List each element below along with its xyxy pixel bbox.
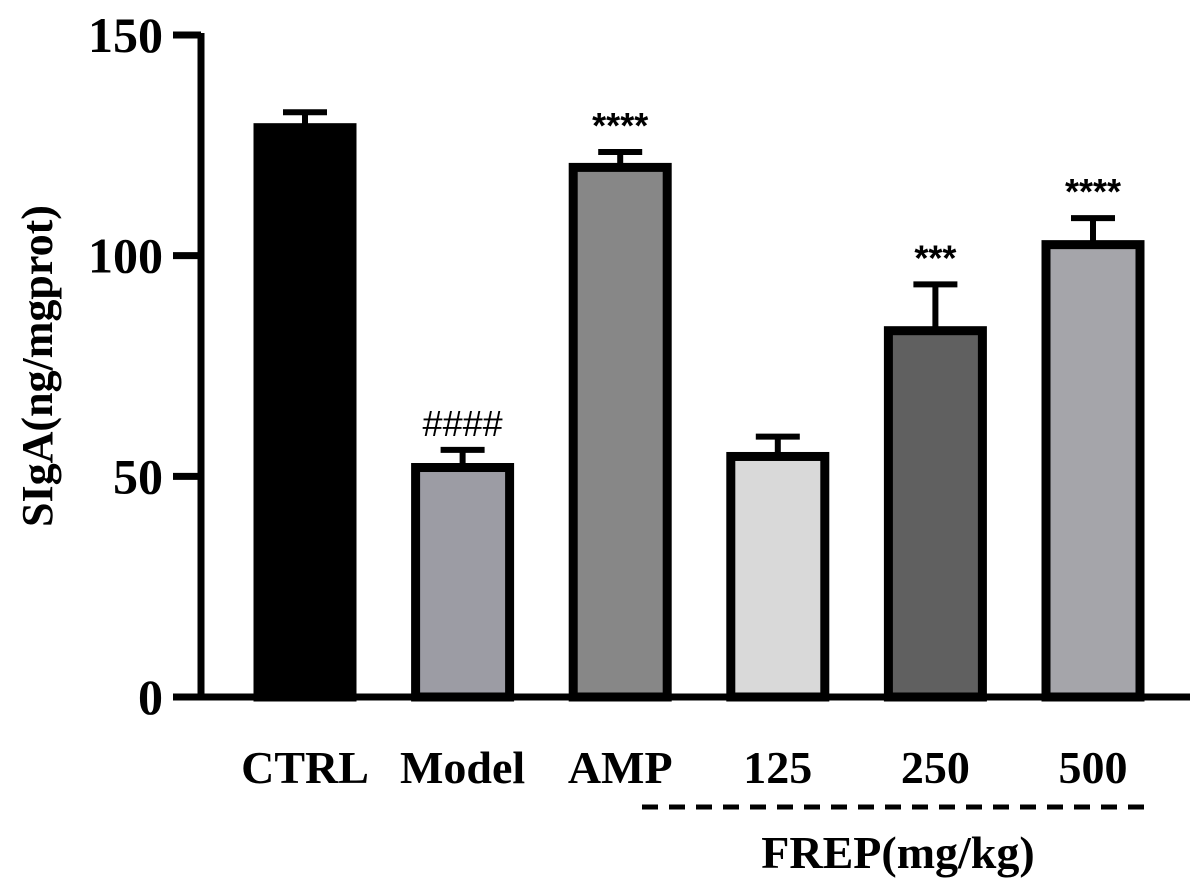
group-label: FREP(mg/kg) (761, 827, 1034, 878)
significance-label: **** (1065, 171, 1121, 212)
x-tick-label: 250 (901, 742, 970, 793)
x-tick-label: 500 (1059, 742, 1128, 793)
bar (1041, 240, 1145, 702)
bars: ####*********** (253, 105, 1145, 702)
x-tick-label: CTRL (241, 742, 369, 793)
bar (253, 123, 357, 702)
y-axis-title: SIgA(ng/mgprot) (13, 205, 62, 527)
y-tick-label: 50 (113, 448, 163, 504)
y-axis: 0 50 100 150 (88, 7, 205, 725)
x-tick-label: Model (400, 742, 525, 793)
y-tick-label: 150 (88, 7, 163, 63)
x-tick-label: 125 (743, 742, 812, 793)
y-tick-label: 0 (138, 669, 163, 725)
x-tick-label: AMP (568, 742, 673, 793)
y-tick-label: 100 (88, 228, 163, 284)
significance-label: #### (423, 403, 503, 444)
significance-label: *** (914, 237, 956, 278)
x-axis: CTRL Model AMP 125 250 500 (198, 693, 1190, 793)
bar (411, 463, 515, 702)
bar (568, 162, 672, 702)
bar (883, 326, 987, 702)
bar (726, 451, 830, 702)
significance-label: **** (592, 105, 648, 146)
